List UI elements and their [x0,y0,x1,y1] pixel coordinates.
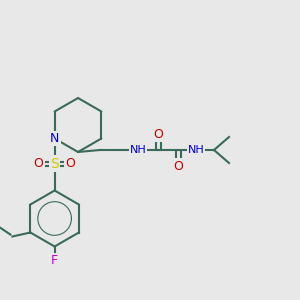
Text: O: O [173,160,183,172]
Text: NH: NH [188,145,204,155]
Text: O: O [34,157,44,170]
Text: O: O [66,157,76,170]
Text: S: S [50,157,59,170]
Text: F: F [51,254,58,267]
Text: N: N [50,132,59,145]
Text: O: O [153,128,163,140]
Text: NH: NH [130,145,146,155]
